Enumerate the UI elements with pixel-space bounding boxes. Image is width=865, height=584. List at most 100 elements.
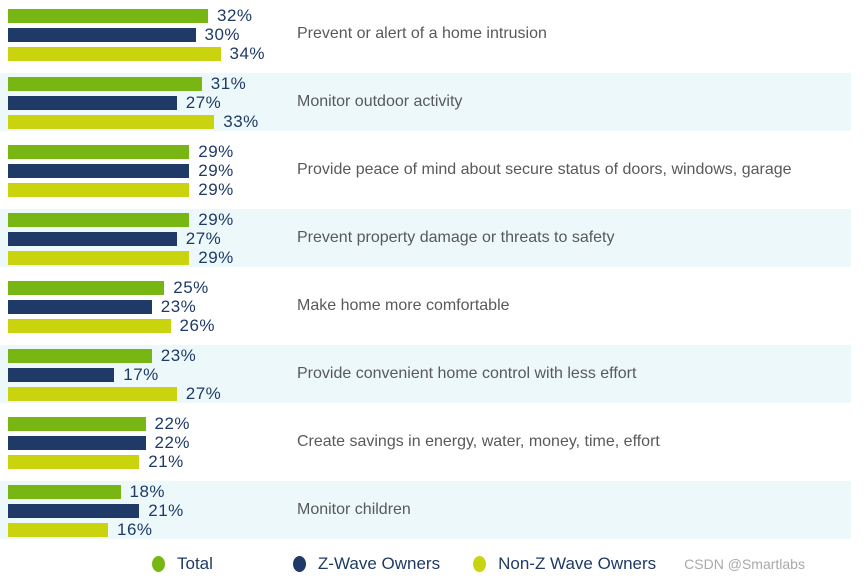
bar-non-z-wave-owners: [8, 455, 140, 469]
bar-total: [8, 213, 190, 227]
chart-row: 22% 22% 21% Create savings in energy, water…: [0, 413, 851, 471]
watermark-text: CSDN @Smartlabs: [684, 556, 805, 572]
bar-line: 18%: [8, 482, 851, 501]
bar-value-label: 34%: [229, 44, 266, 63]
bar-line: 29%: [8, 161, 851, 180]
bar-z-wave-owners: [8, 368, 115, 382]
bar-z-wave-owners: [8, 504, 140, 518]
bar-total: [8, 9, 208, 23]
bar-value-label: 30%: [204, 25, 241, 44]
bar-value-label: 29%: [198, 180, 234, 199]
bar-value-label: 22%: [154, 433, 191, 452]
bar-line: 27%: [8, 384, 851, 403]
bar-value-label: 33%: [223, 112, 259, 131]
bar-z-wave-owners: [8, 300, 152, 314]
bar-value-label: 29%: [198, 142, 234, 161]
bar-line: 29%: [8, 248, 851, 267]
bar-z-wave-owners: [8, 28, 196, 42]
bar-value-label: 29%: [198, 248, 234, 267]
bar-value-label: 27%: [185, 384, 222, 403]
bar-line: 34%: [8, 44, 851, 63]
bar-line: 23%: [8, 346, 851, 365]
bar-value-label: 23%: [160, 297, 197, 316]
bar-line: 29%: [8, 142, 851, 161]
chart-row: 25% 23% 26% Make home more comfortable: [0, 277, 851, 335]
bar-line: 27%: [8, 93, 851, 112]
bar-line: 30%: [8, 25, 851, 44]
chart-row: 18% 21% 16% Monitor children: [0, 481, 851, 539]
bar-z-wave-owners: [8, 164, 190, 178]
bar-line: 22%: [8, 433, 851, 452]
bar-value-label: 31%: [210, 74, 247, 93]
bar-group: 29% 29% 29%: [0, 141, 851, 199]
bar-value-label: 21%: [148, 452, 184, 471]
bar-value-label: 29%: [198, 161, 234, 180]
bar-group: 22% 22% 21%: [0, 413, 851, 471]
bar-line: 21%: [8, 452, 851, 471]
legend-item-total: Total: [152, 554, 213, 574]
bar-group: 29% 27% 29%: [0, 209, 851, 267]
bar-total: [8, 485, 121, 499]
chart-row: 29% 29% 29% Provide peace of mind about sec…: [0, 141, 851, 199]
legend-dot-icon: [152, 556, 165, 572]
category-label: Create savings in energy, water, money, …: [297, 433, 660, 450]
bar-non-z-wave-owners: [8, 387, 177, 401]
bar-line: 21%: [8, 501, 851, 520]
bar-value-label: 27%: [185, 93, 222, 112]
bar-non-z-wave-owners: [8, 523, 108, 537]
bar-line: 22%: [8, 414, 851, 433]
chart-row: 29% 27% 29% Prevent property damage or thre…: [0, 209, 851, 267]
bar-value-label: 16%: [117, 520, 153, 539]
legend-label: Z-Wave Owners: [317, 554, 441, 573]
bar-total: [8, 417, 146, 431]
bar-value-label: 23%: [160, 346, 197, 365]
category-label: Prevent or alert of a home intrusion: [297, 25, 547, 42]
category-label: Make home more comfortable: [297, 297, 510, 314]
chart-row: 23% 17% 27% Provide convenient home control…: [0, 345, 851, 403]
bar-line: 26%: [8, 316, 851, 335]
category-label: Prevent property damage or threats to sa…: [297, 229, 615, 246]
legend-label: Non-Z Wave Owners: [498, 554, 657, 573]
bar-group: 18% 21% 16%: [0, 481, 851, 539]
bar-z-wave-owners: [8, 436, 146, 450]
category-label: Monitor outdoor activity: [297, 93, 463, 110]
bar-group: 31% 27% 33%: [0, 73, 851, 131]
chart-legend: Total Z-Wave Owners Non-Z Wave Owners CSDN …: [152, 553, 865, 575]
bar-value-label: 17%: [123, 365, 159, 384]
bar-total: [8, 281, 165, 295]
bar-non-z-wave-owners: [8, 183, 190, 197]
bar-line: 23%: [8, 297, 851, 316]
bar-value-label: 27%: [185, 229, 222, 248]
bar-total: [8, 77, 202, 91]
bar-line: 16%: [8, 520, 851, 539]
bar-non-z-wave-owners: [8, 115, 215, 129]
bar-line: 29%: [8, 210, 851, 229]
bar-value-label: 18%: [129, 482, 166, 501]
bar-line: 29%: [8, 180, 851, 199]
bar-total: [8, 145, 190, 159]
bar-z-wave-owners: [8, 96, 177, 110]
legend-item-non-z-wave-owners: Non-Z Wave Owners: [473, 554, 656, 574]
legend-dot-icon: [473, 556, 487, 572]
bar-value-label: 26%: [179, 316, 216, 335]
bar-value-label: 32%: [217, 6, 253, 25]
bar-value-label: 29%: [198, 210, 234, 229]
bar-total: [8, 349, 152, 363]
bar-value-label: 21%: [148, 501, 184, 520]
chart-row: 32% 30% 34% Prevent or alert of a home intr…: [0, 5, 851, 63]
bar-value-label: 25%: [173, 278, 209, 297]
bar-non-z-wave-owners: [8, 251, 190, 265]
bar-value-label: 22%: [154, 414, 191, 433]
bar-line: 17%: [8, 365, 851, 384]
legend-dot-icon: [292, 556, 306, 572]
legend-item-z-wave-owners: Z-Wave Owners: [292, 554, 441, 574]
legend-label: Total: [177, 554, 213, 573]
bar-line: 27%: [8, 229, 851, 248]
bar-group: 23% 17% 27%: [0, 345, 851, 403]
bar-line: 25%: [8, 278, 851, 297]
bar-non-z-wave-owners: [8, 47, 221, 61]
bar-line: 33%: [8, 112, 851, 131]
category-label: Provide peace of mind about secure statu…: [297, 161, 792, 178]
bar-line: 32%: [8, 6, 851, 25]
bar-non-z-wave-owners: [8, 319, 171, 333]
